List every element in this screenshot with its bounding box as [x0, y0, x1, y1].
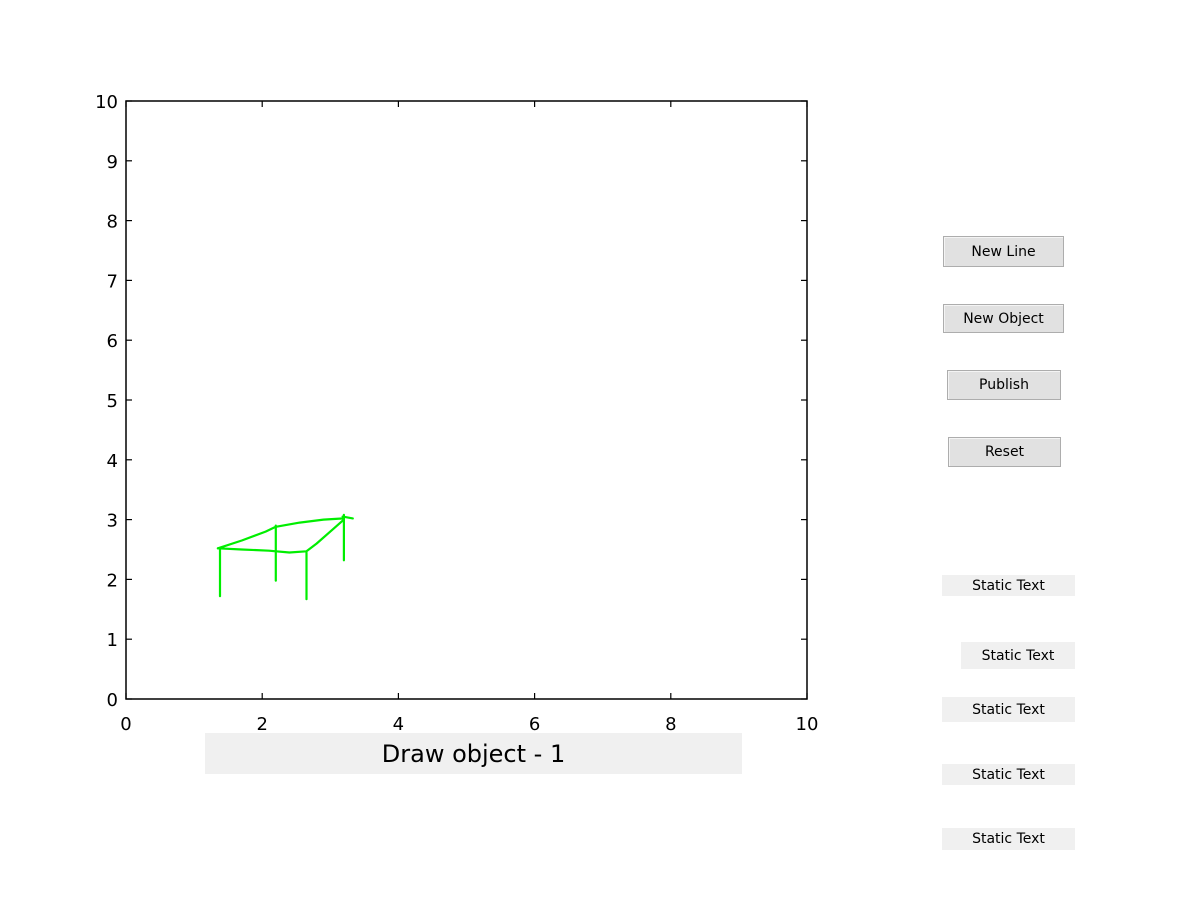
object-title-label: Draw object - 1 [205, 733, 742, 774]
y-tick-label: 2 [107, 570, 118, 591]
x-tick-label: 2 [256, 714, 267, 735]
y-tick-label: 5 [107, 391, 118, 412]
publish-button[interactable]: Publish [947, 370, 1061, 400]
x-tick-label: 8 [665, 714, 676, 735]
static-text-3: Static Text [942, 697, 1075, 722]
static-text-2: Static Text [961, 642, 1075, 669]
y-tick-label: 10 [95, 92, 118, 113]
x-tick-label: 6 [529, 714, 540, 735]
static-text-1: Static Text [942, 575, 1075, 596]
axes-background[interactable] [125, 100, 808, 700]
y-tick-label: 7 [107, 271, 118, 292]
y-tick-label: 6 [107, 331, 118, 352]
x-tick-label: 4 [393, 714, 404, 735]
drawn-object [216, 513, 354, 601]
new-object-button[interactable]: New Object [943, 304, 1064, 333]
y-tick-label: 1 [107, 630, 118, 651]
x-tick-label: 10 [796, 714, 819, 735]
y-tick-label: 9 [107, 152, 118, 173]
axis-ticks [125, 100, 808, 700]
y-tick-label: 3 [107, 511, 118, 532]
new-line-button[interactable]: New Line [943, 236, 1064, 267]
drawn-stroke [341, 515, 354, 520]
drawn-stroke [216, 518, 345, 554]
y-tick-label: 8 [107, 212, 118, 233]
static-text-4: Static Text [942, 764, 1075, 785]
axis-tick-labels: 0 2 4 6 8 10 0 1 2 3 4 5 6 7 8 9 10 [95, 92, 818, 735]
y-tick-label: 4 [107, 451, 118, 472]
y-tick-label: 0 [107, 690, 118, 711]
reset-button[interactable]: Reset [948, 437, 1061, 467]
x-tick-label: 0 [120, 714, 131, 735]
static-text-5: Static Text [942, 828, 1075, 850]
